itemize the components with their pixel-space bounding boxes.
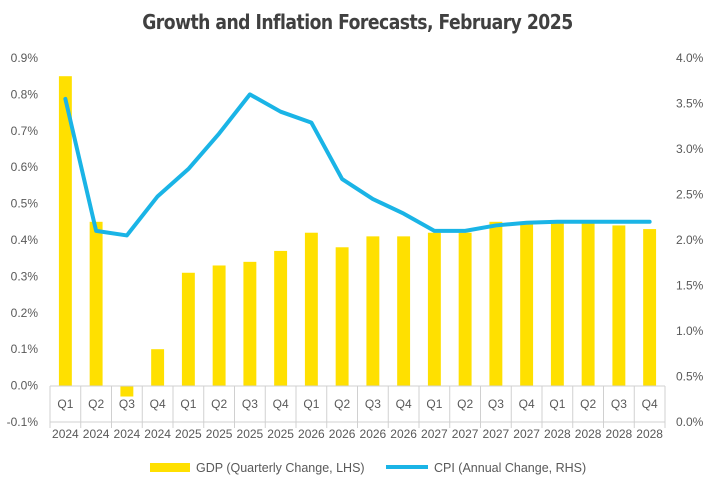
- year-label: 2024: [52, 427, 79, 441]
- left-axis-tick-label: 0.2%: [11, 306, 39, 320]
- gdp-bar: [181, 272, 195, 386]
- left-axis-tick-label: 0.4%: [11, 233, 39, 247]
- left-axis-tick-label: 0.6%: [11, 160, 39, 174]
- gdp-bar: [212, 265, 226, 386]
- year-label: 2026: [360, 427, 387, 441]
- year-label: 2025: [206, 427, 233, 441]
- year-label: 2027: [452, 427, 479, 441]
- gdp-bar: [120, 385, 134, 397]
- legend: GDP (Quarterly Change, LHS) CPI (Annual C…: [150, 461, 586, 475]
- year-label: 2024: [114, 427, 141, 441]
- right-axis-tick-label: 3.0%: [676, 142, 704, 156]
- quarter-label: Q1: [426, 397, 442, 411]
- left-axis-tick-label: 0.3%: [11, 269, 39, 283]
- left-axis-ticks: -0.1% 0.0% 0.1% 0.2% 0.3% 0.4% 0.5% 0.6% 0.7% 0.8…: [7, 51, 39, 429]
- left-axis-tick-label: 0.5%: [11, 197, 39, 211]
- quarter-label: Q2: [334, 397, 350, 411]
- quarter-label: Q1: [303, 397, 319, 411]
- year-label: 2024: [144, 427, 171, 441]
- quarter-label: Q4: [273, 397, 289, 411]
- quarter-label: Q3: [488, 397, 504, 411]
- right-axis-tick-label: 0.5%: [676, 370, 704, 384]
- quarter-label: Q3: [611, 397, 627, 411]
- quarter-label: Q3: [119, 397, 135, 411]
- category-axis: Q1 Q2 Q3 Q4 Q1 Q2 Q3 Q4 Q1 Q2 Q3 Q4 Q1 Q2 Q3 Q4 Q1 Q2 Q3 Q4…: [49, 385, 666, 441]
- legend-cpi-label: CPI (Annual Change, RHS): [434, 461, 586, 475]
- gdp-bar: [550, 221, 564, 386]
- year-label: 2028: [575, 427, 602, 441]
- year-label: 2026: [329, 427, 356, 441]
- right-axis-ticks: 0.0% 0.5% 1.0% 1.5% 2.0% 2.5% 3.0% 3.5% 4.0%: [676, 51, 704, 429]
- gdp-bar: [58, 76, 72, 386]
- year-label: 2027: [421, 427, 448, 441]
- quarter-label: Q1: [57, 397, 73, 411]
- gdp-bar: [643, 229, 657, 386]
- year-label: 2027: [483, 427, 510, 441]
- left-axis-tick-label: -0.1%: [7, 415, 39, 429]
- quarter-label: Q1: [549, 397, 565, 411]
- right-axis-tick-label: 1.5%: [676, 279, 704, 293]
- cpi-line: [63, 92, 652, 238]
- year-label: 2025: [237, 427, 264, 441]
- chart-title: Growth and Inflation Forecasts, February…: [142, 10, 573, 34]
- quarter-label: Q4: [396, 397, 412, 411]
- year-label: 2025: [267, 427, 294, 441]
- quarter-label: Q1: [180, 397, 196, 411]
- quarter-label: Q3: [242, 397, 258, 411]
- year-label: 2026: [390, 427, 417, 441]
- right-axis-tick-label: 2.5%: [676, 188, 704, 202]
- right-axis-tick-label: 3.5%: [676, 97, 704, 111]
- quarter-label: Q2: [580, 397, 596, 411]
- right-axis-tick-label: 1.0%: [676, 324, 704, 338]
- quarter-label: Q4: [519, 397, 535, 411]
- left-axis-tick-label: 0.9%: [11, 51, 39, 65]
- gdp-bar: [520, 221, 534, 386]
- gdp-bar: [243, 261, 257, 386]
- gdp-bar: [581, 221, 595, 386]
- quarter-label: Q4: [642, 397, 658, 411]
- year-label: 2025: [175, 427, 202, 441]
- gdp-bar: [366, 236, 380, 386]
- year-label: 2028: [606, 427, 633, 441]
- left-axis-tick-label: 0.0%: [11, 379, 39, 393]
- gdp-bar: [458, 232, 472, 386]
- cpi-line-group: [63, 92, 652, 238]
- quarter-label: Q2: [457, 397, 473, 411]
- gdp-bar: [489, 221, 503, 386]
- quarter-label: Q2: [88, 397, 104, 411]
- year-label: 2024: [83, 427, 110, 441]
- year-label: 2026: [298, 427, 325, 441]
- legend-gdp-swatch: [150, 463, 190, 472]
- gdp-bar: [151, 349, 165, 386]
- quarter-label: Q4: [150, 397, 166, 411]
- right-axis-tick-label: 4.0%: [676, 51, 704, 65]
- gdp-bar: [397, 236, 411, 386]
- right-axis-tick-label: 2.0%: [676, 233, 704, 247]
- gdp-bar: [274, 250, 288, 386]
- legend-gdp-label: GDP (Quarterly Change, LHS): [196, 461, 365, 475]
- gdp-bar: [89, 221, 103, 386]
- gdp-bar: [335, 247, 349, 386]
- gdp-bar: [612, 225, 626, 386]
- year-label: 2028: [544, 427, 571, 441]
- quarter-label: Q3: [365, 397, 381, 411]
- gdp-bar: [427, 232, 441, 386]
- year-label: 2028: [636, 427, 663, 441]
- gdp-bars: [58, 76, 657, 397]
- year-label: 2027: [513, 427, 540, 441]
- left-axis-tick-label: 0.8%: [11, 87, 39, 101]
- left-axis-tick-label: 0.1%: [11, 342, 39, 356]
- gdp-bar: [304, 232, 318, 386]
- left-axis-tick-label: 0.7%: [11, 124, 39, 138]
- right-axis-tick-label: 0.0%: [676, 415, 704, 429]
- quarter-label: Q2: [211, 397, 227, 411]
